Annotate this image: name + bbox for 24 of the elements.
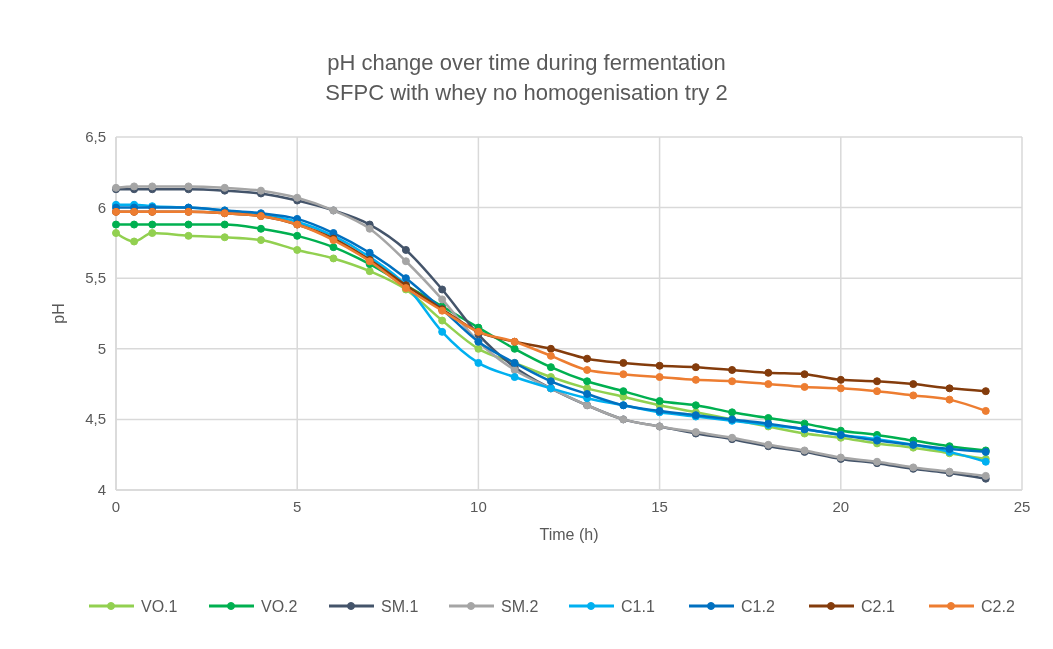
x-axis-title: Time (h)	[539, 526, 599, 543]
chart-subtitle: SFPC with whey no homogenisation try 2	[325, 80, 728, 105]
y-tick-label: 4,5	[85, 410, 106, 428]
legend-label: C1.2	[741, 598, 775, 615]
legend-label: VO.1	[141, 598, 178, 615]
y-tick-label: 6	[97, 198, 106, 216]
legend-label: SM.1	[381, 598, 419, 615]
y-tick-label: 4	[97, 481, 106, 498]
x-tick-label: 20	[832, 498, 850, 515]
x-tick-label: 5	[293, 498, 302, 515]
x-tick-label: 0	[111, 498, 121, 515]
chart-title: pH change over time during fermentation	[327, 50, 726, 75]
legend-label: C1.1	[621, 598, 655, 615]
x-tick-label: 15	[651, 498, 668, 515]
x-tick-label: 10	[470, 498, 487, 515]
y-tick-label: 6,5	[85, 128, 106, 145]
y-tick-label: 5	[97, 339, 106, 357]
y-tick-label: 5,5	[85, 269, 106, 287]
legend-label: SM.2	[501, 598, 539, 615]
y-axis-title: pH	[50, 303, 67, 324]
legend-label: C2.1	[861, 598, 895, 615]
x-tick-label: 25	[1013, 498, 1031, 515]
legend-label: C2.2	[981, 598, 1015, 615]
legend-label: VO.2	[261, 598, 298, 615]
